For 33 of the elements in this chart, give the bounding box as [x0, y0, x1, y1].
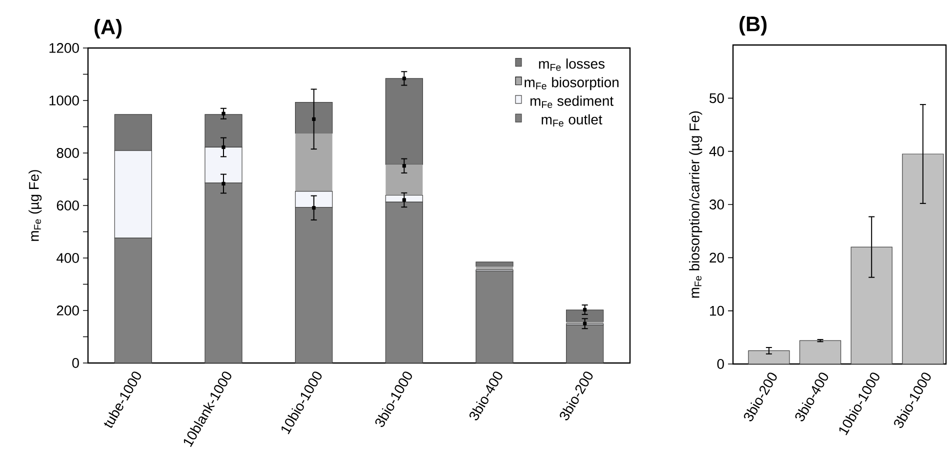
chart-title: (B): [740, 16, 767, 36]
bar: [295, 102, 333, 134]
y-tick-label: 1000: [50, 96, 79, 106]
y-tick-label: 0: [72, 358, 79, 368]
bar: [386, 164, 423, 196]
y-axis-title: m$_{Fe}$ biosorption/carrier (µg Fe): [689, 111, 702, 298]
y-tick-label: 800: [56, 148, 79, 158]
bar: [566, 324, 604, 364]
bar: [850, 246, 892, 364]
y-axis-title: m$_{Fe}$ (µg Fe): [28, 170, 42, 241]
y-tick-label: 200: [56, 306, 79, 316]
bar: [385, 78, 423, 165]
y-tick-label: 50: [710, 93, 724, 104]
y-tick-label: 40: [709, 146, 724, 156]
bar: [476, 270, 514, 364]
y-tick-label: 600: [56, 200, 79, 210]
legend-label: m$_{Fe}$ outlet: [542, 114, 602, 127]
legend-label: m$_{Fe}$ losses: [539, 58, 605, 71]
y-tick-label: 400: [56, 253, 79, 263]
bar: [902, 154, 944, 364]
y-tick-label: 0: [717, 359, 724, 369]
bar: [566, 310, 604, 322]
bar: [295, 133, 332, 192]
y-tick-label: 30: [710, 200, 724, 210]
y-tick-label: 10: [710, 306, 724, 316]
bar: [748, 350, 790, 364]
legend-label: m$_{Fe}$ biosorption: [524, 77, 618, 90]
y-tick-label: 20: [710, 252, 724, 263]
y-tick-label: 1200: [50, 43, 79, 53]
chart-title: (A): [94, 19, 122, 38]
legend-label: m$_{Fe}$ sediment: [530, 96, 614, 108]
bar: [476, 262, 514, 267]
bar: [799, 340, 842, 364]
